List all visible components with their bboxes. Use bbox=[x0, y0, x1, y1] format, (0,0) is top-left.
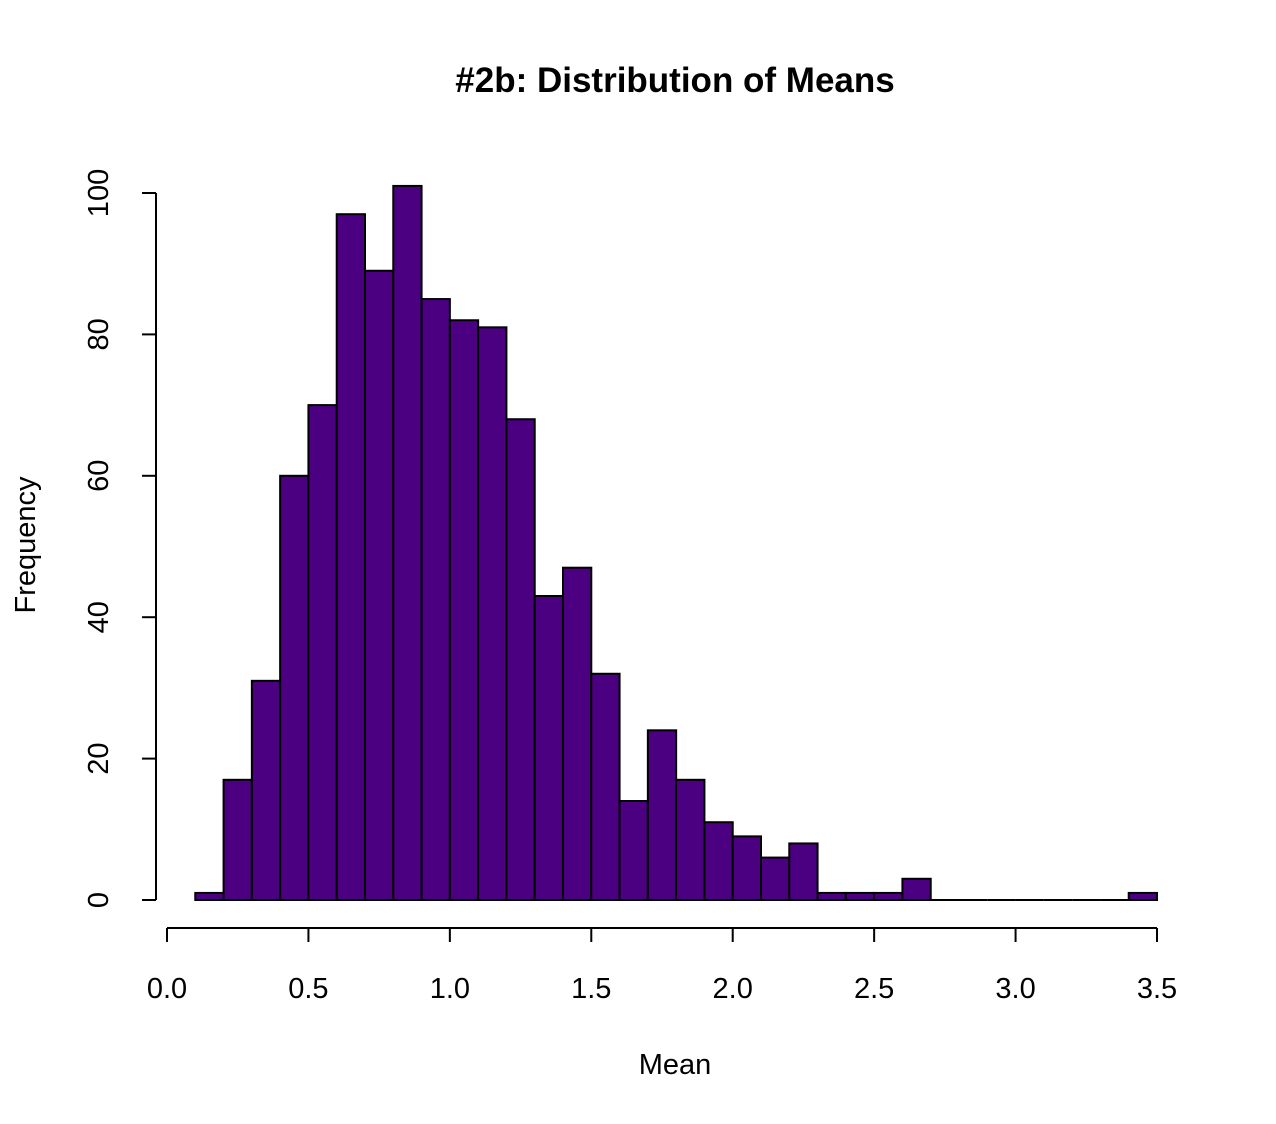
histogram-bar bbox=[788, 842, 819, 902]
histogram-bar bbox=[562, 566, 593, 902]
histogram-bar bbox=[222, 778, 253, 901]
histogram-bar bbox=[731, 835, 763, 901]
x-tick-label: 2.5 bbox=[854, 973, 894, 1005]
x-axis: 0.0 0.5 1.0 1.5 2.0 2.5 3.0 3.5 bbox=[147, 927, 1177, 1005]
y-axis: 0 20 40 60 80 100 bbox=[83, 169, 157, 908]
x-axis-label: Mean bbox=[639, 1049, 712, 1081]
histogram-bar bbox=[307, 404, 338, 901]
y-tick-label: 60 bbox=[83, 460, 115, 492]
histogram-bar bbox=[760, 856, 791, 902]
histogram-bar bbox=[844, 891, 876, 901]
y-tick-label: 100 bbox=[83, 169, 115, 217]
histogram-bar bbox=[477, 326, 508, 901]
histogram-bar bbox=[618, 800, 649, 902]
histogram-bar bbox=[873, 891, 904, 901]
histogram-bar bbox=[646, 729, 678, 901]
x-tick-label: 2.0 bbox=[713, 973, 753, 1005]
x-tick-label: 3.0 bbox=[995, 973, 1035, 1005]
y-tick-label: 0 bbox=[83, 892, 115, 908]
x-tick-label: 0.5 bbox=[288, 973, 328, 1005]
histogram-bar bbox=[364, 269, 395, 901]
x-tick-label: 3.5 bbox=[1137, 973, 1177, 1005]
histogram-bar bbox=[901, 877, 932, 901]
histogram-bar bbox=[279, 474, 310, 901]
histogram-bar bbox=[703, 821, 734, 901]
histogram-bar bbox=[448, 319, 480, 901]
histogram-bar bbox=[1127, 891, 1158, 901]
y-tick-label: 40 bbox=[83, 601, 115, 633]
histogram-bar bbox=[590, 672, 621, 902]
histogram-bar bbox=[533, 594, 565, 901]
x-tick-label: 0.0 bbox=[147, 973, 187, 1005]
histogram-bar bbox=[250, 679, 282, 902]
histogram-bar bbox=[816, 891, 847, 901]
histogram-bar bbox=[392, 184, 423, 901]
histogram-bar bbox=[675, 778, 706, 901]
x-tick-label: 1.5 bbox=[571, 973, 611, 1005]
y-tick-label: 20 bbox=[83, 742, 115, 774]
chart-title: #2b: Distribution of Means bbox=[455, 61, 894, 100]
histogram-bar bbox=[420, 298, 451, 901]
y-axis-label: Frequency bbox=[10, 476, 42, 614]
x-tick-label: 1.0 bbox=[430, 973, 470, 1005]
histogram-bars bbox=[194, 184, 1158, 902]
histogram-bar bbox=[194, 891, 225, 901]
y-tick-label: 80 bbox=[83, 318, 115, 350]
histogram-bar bbox=[335, 213, 367, 901]
histogram-bar bbox=[505, 418, 536, 901]
